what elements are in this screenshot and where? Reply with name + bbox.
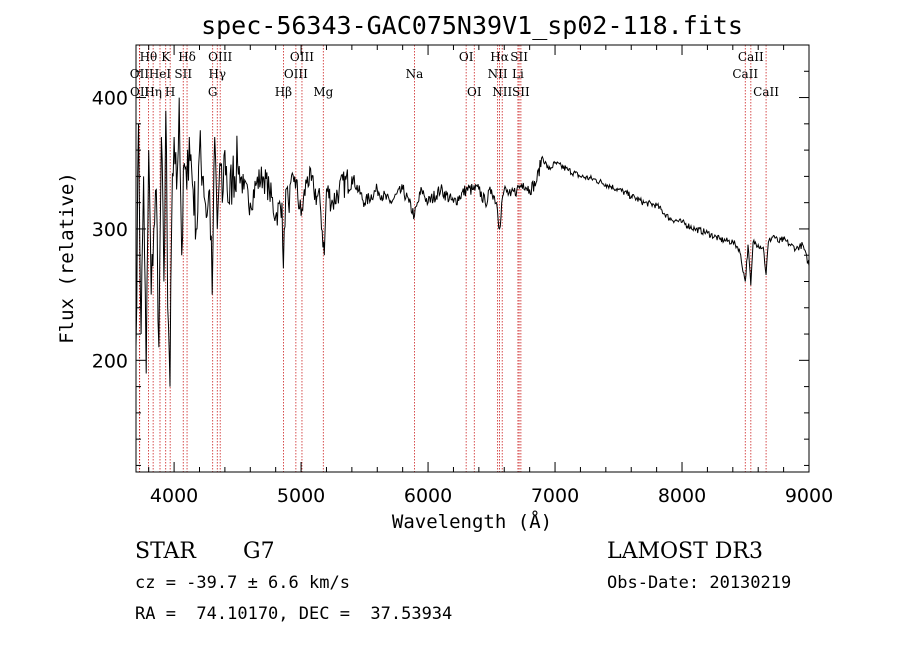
line-label: SII	[512, 85, 530, 99]
y-tick-label: 200	[92, 350, 128, 372]
line-label: OII	[130, 67, 150, 81]
line-label: OI	[467, 85, 482, 99]
observation-date: Obs-Date: 20130219	[607, 573, 792, 593]
line-label: Hη	[144, 85, 162, 99]
spectrum-line	[135, 97, 810, 387]
coordinates: RA = 74.10170, DEC = 37.53934	[135, 604, 453, 624]
spectral-line-markers	[139, 45, 767, 472]
x-tick-label: 5000	[277, 485, 325, 507]
object-class: STAR	[135, 539, 196, 564]
spectrum-chart: spec-56343-GAC075N39V1_sp02-118.fits Hθ O…	[56, 11, 833, 533]
x-tick-label: 9000	[785, 485, 833, 507]
line-label: Hδ	[178, 50, 196, 64]
y-axis-ticks: 200 300 400	[92, 70, 809, 466]
line-label: OIII	[284, 67, 308, 81]
line-label: OI	[459, 50, 474, 64]
line-label: NII	[488, 67, 508, 81]
line-label: SII	[510, 50, 528, 64]
line-label: HeI	[149, 67, 172, 81]
y-tick-label: 400	[92, 88, 128, 110]
x-tick-label: 6000	[404, 485, 452, 507]
line-label: NII	[492, 85, 512, 99]
line-label: Mg	[313, 85, 333, 99]
line-label: CaII	[738, 50, 764, 64]
survey-name: LAMOST DR3	[607, 539, 763, 564]
line-label: G	[208, 85, 218, 99]
line-label: H	[165, 85, 175, 99]
plot-frame	[135, 44, 810, 473]
line-label: CaII	[753, 85, 779, 99]
line-label: Hα	[490, 50, 509, 64]
chart-title: spec-56343-GAC075N39V1_sp02-118.fits	[201, 11, 743, 40]
line-label: OII	[130, 85, 150, 99]
line-label: Li	[512, 67, 524, 81]
x-tick-label: 4000	[150, 485, 198, 507]
x-tick-label: 8000	[658, 485, 706, 507]
line-label: CaII	[732, 67, 758, 81]
line-label: Hβ	[275, 85, 292, 99]
line-label: Hγ	[208, 67, 226, 81]
x-tick-label: 7000	[531, 485, 579, 507]
x-axis-ticks: 4000 5000 6000 7000 8000 9000	[148, 45, 833, 507]
object-subclass: G7	[243, 539, 275, 564]
y-axis-label: Flux (relative)	[56, 172, 78, 344]
redshift-cz: cz = -39.7 ± 6.6 km/s	[135, 573, 350, 593]
x-axis-label: Wavelength (Å)	[392, 510, 552, 533]
line-label: OIII	[208, 50, 232, 64]
line-label: SII	[174, 67, 192, 81]
line-label: K	[161, 50, 171, 64]
line-label: Hθ	[140, 50, 158, 64]
y-tick-label: 300	[92, 219, 128, 241]
line-label: OIII	[290, 50, 314, 64]
line-label: Na	[406, 67, 424, 81]
